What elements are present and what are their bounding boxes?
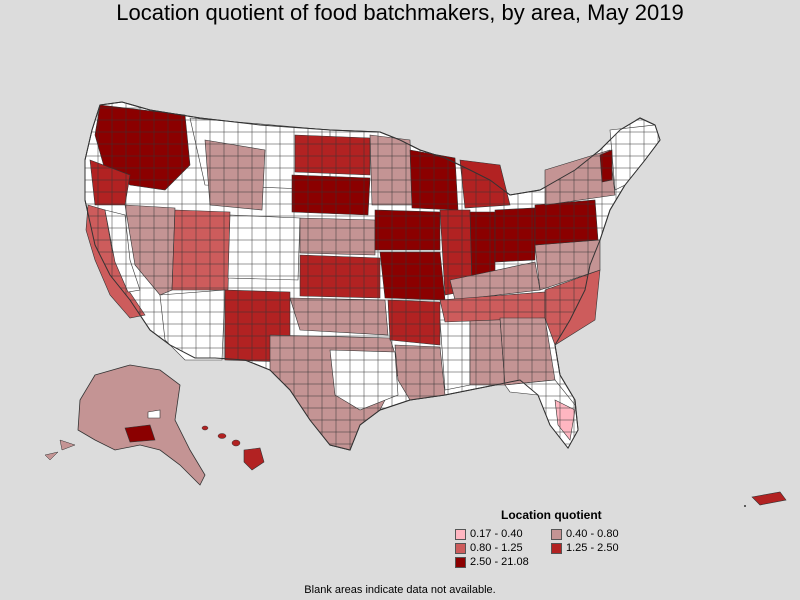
legend-item: 0.17 - 0.40 [455, 528, 551, 540]
footnote: Blank areas indicate data not available. [304, 584, 496, 596]
legend-label: 2.50 - 21.08 [470, 556, 529, 568]
legend-swatch [551, 528, 562, 540]
hawaii [201, 425, 265, 471]
legend-item: 2.50 - 21.08 [455, 556, 551, 568]
legend-swatch [455, 528, 466, 540]
map-title: Location quotient of food batchmakers, b… [116, 0, 684, 25]
legend-item: 1.25 - 2.50 [551, 542, 661, 554]
map-legend: Location quotient 0.17 - 0.40 0.40 - 0.8… [455, 508, 655, 568]
legend-label: 1.25 - 2.50 [566, 542, 619, 554]
alaska [44, 364, 206, 486]
legend-swatch [551, 542, 562, 554]
legend-item: 0.80 - 1.25 [455, 542, 551, 554]
area-boundaries [84, 101, 661, 451]
legend-swatch [455, 542, 466, 554]
legend-item: 0.40 - 0.80 [551, 528, 661, 540]
legend-title: Location quotient [501, 508, 602, 522]
legend-swatch [455, 556, 466, 568]
legend-label: 0.80 - 1.25 [470, 542, 523, 554]
legend-label: 0.40 - 0.80 [566, 528, 619, 540]
puerto-rico [744, 491, 787, 507]
legend-label: 0.17 - 0.40 [470, 528, 523, 540]
